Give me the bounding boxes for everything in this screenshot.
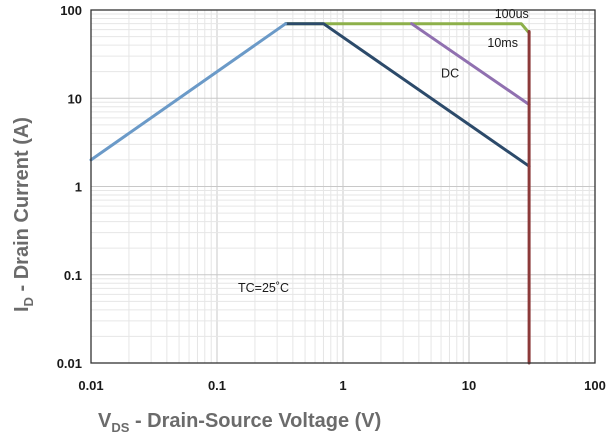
plot-border bbox=[90, 9, 596, 364]
y-axis-title-rest: - Drain Current (A) bbox=[11, 117, 33, 297]
curves bbox=[89, 22, 531, 365]
y-tick-labels: 0.01 0.1 1 10 100 bbox=[57, 3, 82, 371]
x-tick-label: 0.1 bbox=[208, 378, 226, 393]
series-line-10ms bbox=[410, 22, 531, 106]
x-tick-labels: 0.01 0.1 1 10 100 bbox=[78, 378, 606, 393]
x-axis-title-main: V bbox=[98, 410, 112, 432]
y-tick-label: 100 bbox=[60, 3, 82, 18]
series-line-segment-3 bbox=[89, 22, 288, 162]
curve-label-100us: 100us bbox=[495, 7, 529, 21]
y-tick-label: 10 bbox=[68, 91, 82, 106]
x-tick-label: 10 bbox=[462, 378, 476, 393]
x-tick-label: 0.01 bbox=[78, 378, 103, 393]
grid-lines bbox=[91, 10, 595, 363]
x-axis-title: VDS - Drain-Source Voltage (V) bbox=[98, 410, 381, 435]
y-tick-label: 0.1 bbox=[64, 268, 82, 283]
y-axis-title-sub: D bbox=[21, 297, 36, 306]
y-axis-title-main: I bbox=[11, 306, 33, 312]
y-tick-label: 1 bbox=[75, 180, 82, 195]
curve-labels: 100us 10ms DC bbox=[441, 7, 529, 81]
x-tick-label: 1 bbox=[339, 378, 346, 393]
annotation-tc: TC=25˚C bbox=[238, 281, 289, 295]
curve-label-10ms: 10ms bbox=[487, 36, 518, 50]
x-axis-title-rest: - Drain-Source Voltage (V) bbox=[129, 410, 381, 432]
series-line-dc bbox=[284, 22, 531, 168]
x-axis-title-sub: DS bbox=[111, 420, 129, 435]
x-tick-label: 100 bbox=[584, 378, 606, 393]
curve-label-dc: DC bbox=[441, 67, 459, 81]
series-line-100us bbox=[284, 22, 531, 35]
y-tick-label: 0.01 bbox=[57, 356, 82, 371]
y-axis-title: ID - Drain Current (A) bbox=[11, 117, 36, 312]
